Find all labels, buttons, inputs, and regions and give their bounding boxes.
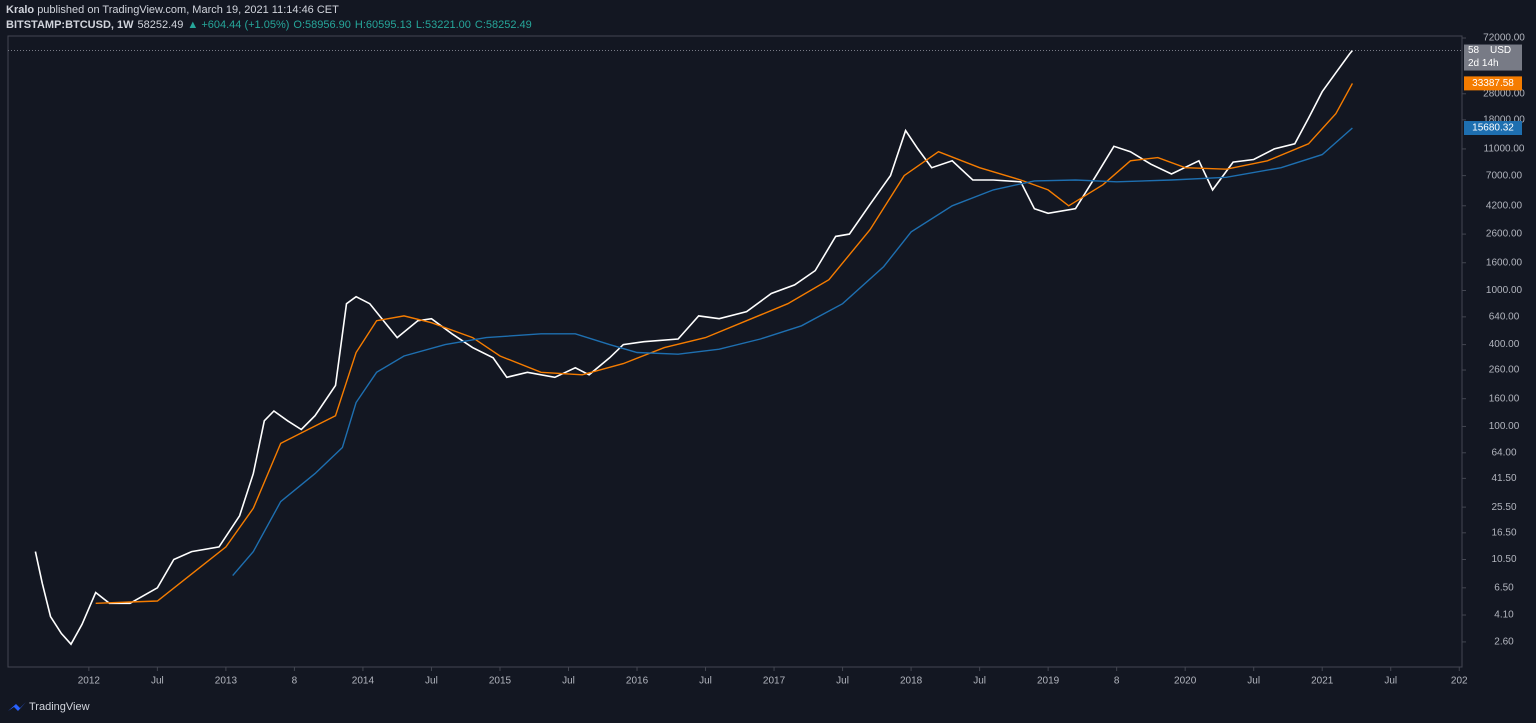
x-tick-label: 2018	[900, 676, 923, 687]
y-tick-label: 11000.00	[1484, 144, 1525, 155]
y-tick-label: 640.00	[1489, 311, 1520, 322]
y-tick-label: 64.00	[1491, 447, 1516, 458]
publish-line: Kralo published on TradingView.com, Marc…	[6, 3, 532, 18]
low: L:53221.00	[415, 19, 471, 31]
price-countdown: 2d 14h	[1468, 58, 1499, 69]
y-tick-label: 28000.00	[1483, 88, 1525, 99]
y-tick-label: 2600.00	[1486, 229, 1523, 240]
y-tick-label: 16.50	[1491, 527, 1516, 538]
y-tick-label: 4200.00	[1486, 200, 1523, 211]
ma-value-label: 15680.32	[1472, 123, 1514, 134]
symbol: BITSTAMP:BTCUSD, 1W	[6, 19, 134, 31]
x-tick-label: 2014	[352, 676, 375, 687]
y-tick-label: 4.10	[1494, 610, 1514, 621]
x-tick-label: Jul	[1384, 676, 1397, 687]
footer-brand: TradingView	[29, 701, 90, 713]
x-tick-label: Jul	[1247, 676, 1260, 687]
y-tick-label: 160.00	[1489, 393, 1520, 404]
y-tick-label: 7000.00	[1486, 170, 1523, 181]
y-tick-label: 41.50	[1491, 473, 1516, 484]
x-tick-label: Jul	[836, 676, 849, 687]
x-tick-label: 2013	[215, 676, 238, 687]
x-tick-label: 2016	[626, 676, 649, 687]
plot	[8, 49, 1462, 646]
y-tick-label: 260.00	[1489, 365, 1520, 376]
x-tick-label: Jul	[425, 676, 438, 687]
y-tick-label: 6.50	[1494, 582, 1514, 593]
change: ▲ +604.44 (+1.05%)	[187, 19, 290, 31]
y-tick-label: 1600.00	[1486, 257, 1523, 268]
y-tick-label: 2.60	[1494, 637, 1514, 648]
ma-value-box	[1464, 121, 1522, 136]
y-tick-label: 18000.00	[1483, 115, 1525, 126]
series-line	[95, 83, 1354, 604]
high: H:60595.13	[354, 19, 412, 31]
author: Kralo	[6, 4, 35, 16]
x-tick-label: Jul	[562, 676, 575, 687]
x-tick-label: 2021	[1311, 676, 1334, 687]
ohlc-line: BITSTAMP:BTCUSD, 1W 58252.49 ▲ +604.44 (+1…	[6, 18, 532, 33]
last: 58252.49	[137, 19, 184, 31]
plot-frame	[7, 35, 1463, 668]
logo-icon	[8, 702, 26, 711]
y-tick-label: 100.00	[1489, 421, 1520, 432]
x-tick-label: Jul	[699, 676, 712, 687]
x-tick-label: 2012	[78, 676, 101, 687]
price-currency: USD	[1490, 45, 1511, 56]
series-line	[34, 49, 1354, 646]
published: published on TradingView.com, March 19, …	[37, 4, 339, 16]
x-tick-label: 8	[1114, 676, 1120, 687]
x-tick-label: 8	[292, 676, 298, 687]
ma-value-box	[1464, 76, 1522, 91]
ma-value-label: 33387.58	[1472, 78, 1514, 89]
price-label: 58	[1468, 45, 1480, 56]
x-tick-label: Jul	[973, 676, 986, 687]
x-tick-label: 2019	[1037, 676, 1060, 687]
y-tick-label: 10.50	[1491, 554, 1516, 565]
last-price-box	[1464, 44, 1522, 71]
x-tick-label: 2017	[763, 676, 786, 687]
x-tick-label: 2020	[1174, 676, 1197, 687]
y-tick-label: 400.00	[1489, 339, 1520, 350]
x-tick-label: 2015	[489, 676, 512, 687]
header: Kralo published on TradingView.com, Marc…	[6, 3, 532, 33]
y-tick-label: 72000.00	[1483, 33, 1525, 44]
open: O:58956.90	[293, 19, 351, 31]
x-tick-label: Jul	[151, 676, 164, 687]
close: C:58252.49	[474, 19, 532, 31]
y-tick-label: 25.50	[1491, 502, 1516, 513]
axes: 72000.00 28000.00 18000.00 11000.00 7000.00 4…	[78, 33, 1526, 687]
x-tick-label: 202	[1451, 676, 1468, 687]
y-tick-label: 1000.00	[1486, 285, 1523, 296]
series-line	[232, 127, 1353, 577]
